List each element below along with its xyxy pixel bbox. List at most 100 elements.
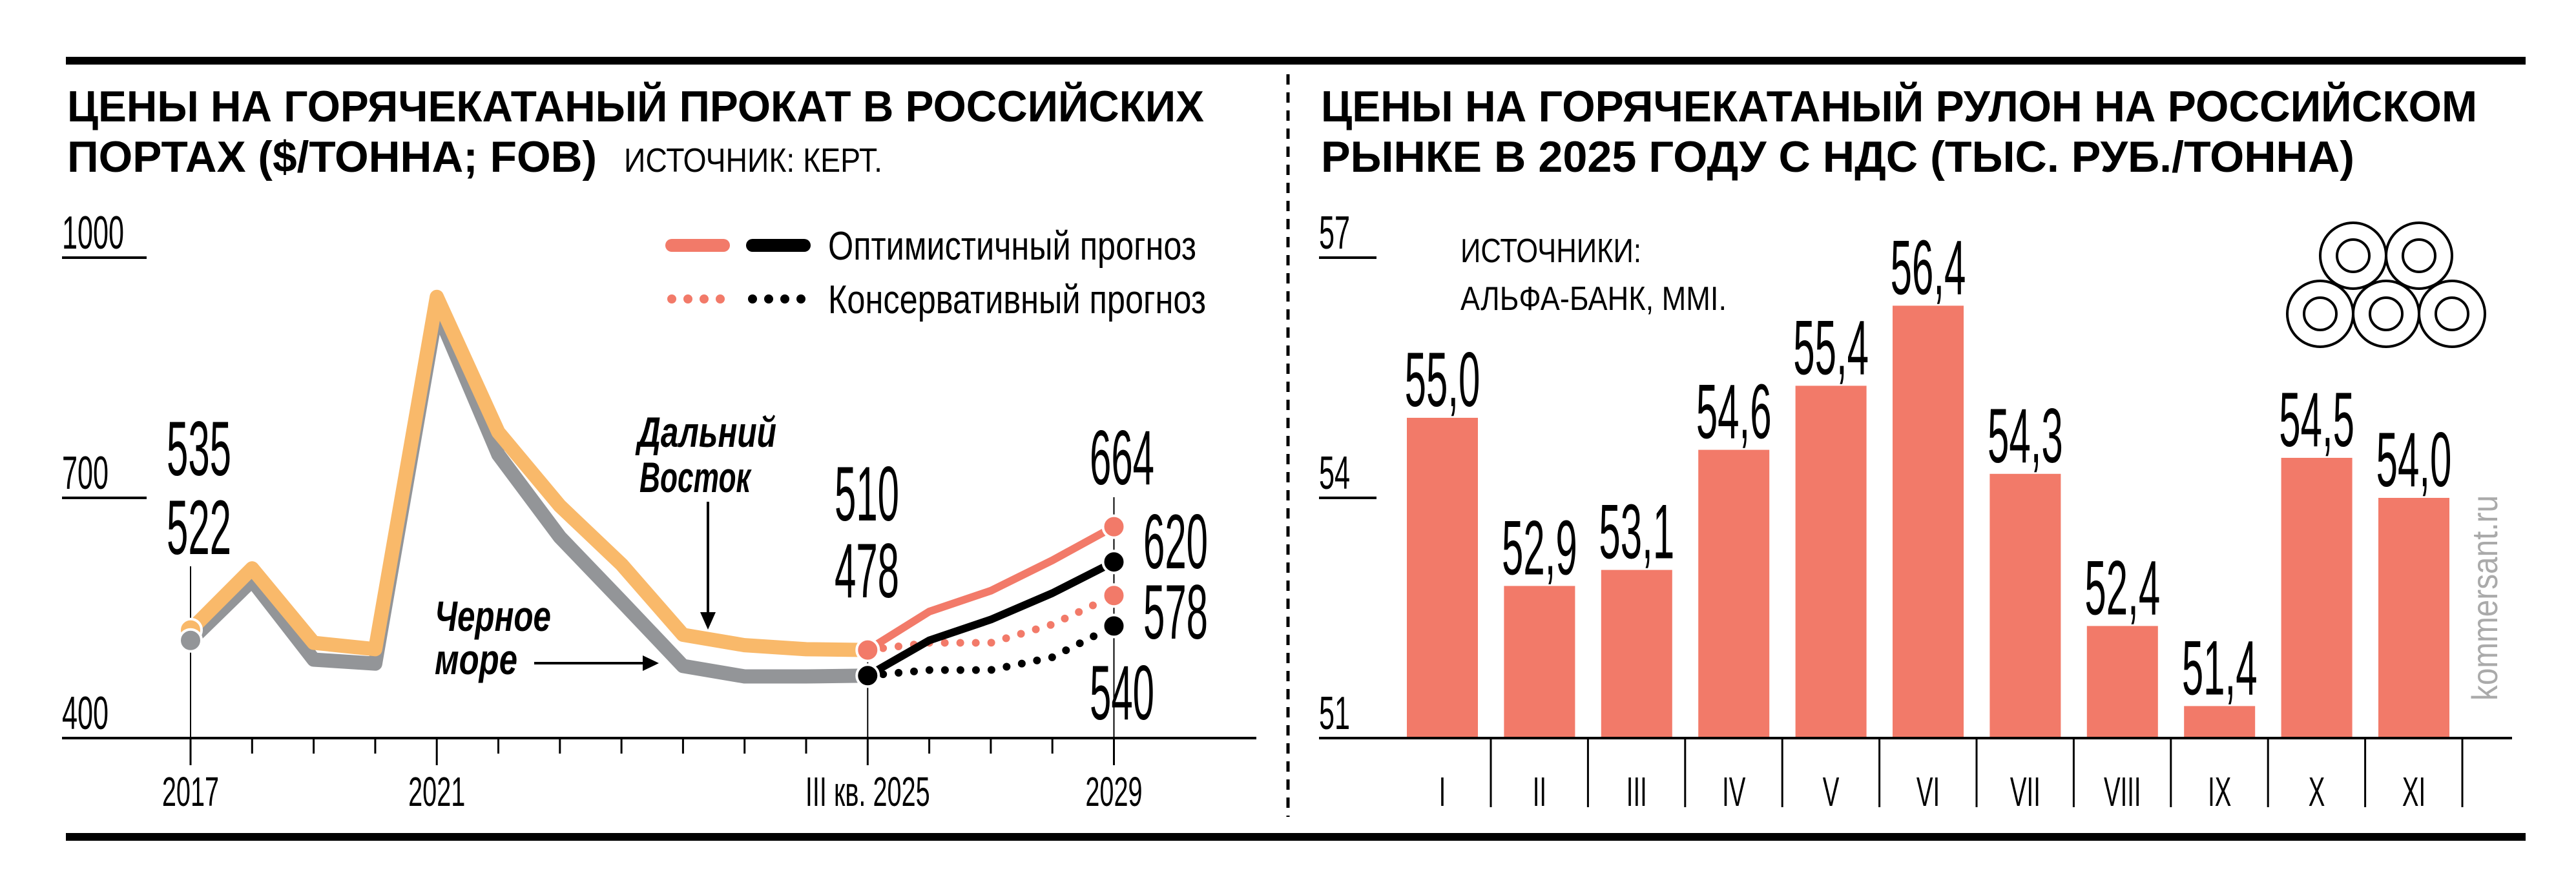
left-title-line1: ЦЕНЫ НА ГОРЯЧЕКАТАНЫЙ ПРОКАТ В РОССИЙСКИ… [67,81,1204,131]
data-label-group: 522 [167,484,231,571]
x-tick-label-group: IV [1722,769,1745,816]
legend-optimistic-label: Оптимистичный прогноз [828,224,1196,269]
x-tick-label-group: VIII [2104,769,2141,816]
bar [1795,386,1867,738]
data-label-group: 578 [1143,569,1208,655]
x-tick-label: 2017 [162,770,219,816]
y-tick-label-group: 51 [1319,687,1350,739]
bar-value-label: 52,4 [2084,545,2160,632]
left-plot: 1000 700 400 2017 2021 III кв. 2025 2029 535522… [62,207,1256,816]
bottom-rule [66,833,2526,841]
series-black-sea-optimistic [864,558,1118,680]
bar-value-label: 56,4 [1891,225,1966,311]
x-tick-label: XI [2402,769,2425,816]
bar [1698,449,1770,738]
legend-conservative-label: Консервативный прогноз [828,278,1206,322]
annotation-black-sea-line2: море [435,635,517,683]
bar [2086,626,2158,738]
data-label: 510 [835,451,899,537]
y-tick-label: 1000 [62,207,124,259]
right-plot: 57 54 51 55,0 I 52,9 II 53,1 III 54,6 IV 55,4 V 56,4 V… [1319,207,2512,816]
annotation-far-east-line1: Дальний [635,408,776,456]
x-tick-label: V [1823,769,1840,816]
bar-value-label-group: 54,5 [2279,376,2354,463]
data-label-group: 535 [167,406,231,492]
bar-value-label-group: 52,4 [2084,545,2160,632]
bar-value-label: 54,0 [2376,417,2452,503]
bar-value-label: 51,4 [2182,625,2258,712]
data-label: 578 [1143,569,1208,655]
x-tick-label-group: IX [2208,769,2231,816]
right-source-line2: АЛЬФА-БАНК, MMI. [1460,280,1727,318]
data-label: 522 [167,484,231,571]
watermark: kommersant.ru [2464,495,2505,701]
series-far-east-conservative [864,592,1118,654]
bar-value-label: 54,3 [1988,393,2063,479]
right-source-line1: ИСТОЧНИКИ: [1460,232,1641,270]
y-tick-label: 57 [1319,207,1350,259]
data-label-group: 478 [835,528,899,614]
data-label: 540 [1090,650,1154,736]
data-label: 620 [1143,499,1208,585]
data-point-marker [1101,514,1127,539]
bar-value-label-group: 54,3 [1988,393,2063,479]
y-tick-label: 51 [1319,687,1350,739]
series-black-sea [183,302,875,684]
annotation-far-east: Дальний Восток Черное море [435,408,776,683]
arrow-down-icon [700,612,716,630]
x-tick-label-group: 2029 [1085,770,1142,816]
bar [2281,458,2353,738]
x-tick-label-group: X [2309,769,2325,816]
bar [2184,706,2256,738]
arrow-right-icon [643,655,659,671]
bar-value-label: 52,9 [1502,505,1577,592]
x-tick-label: II [1533,769,1546,816]
x-tick-label: I [1439,769,1446,816]
left-source: ИСТОЧНИК: КЕРТ. [624,142,882,180]
x-tick-label: III [1626,769,1647,816]
bar-value-label: 55,0 [1405,336,1480,423]
y-tick-label-group: 400 [62,687,109,739]
annotation-black-sea-line1: Черное [435,592,551,640]
y-tick-label: 54 [1319,447,1350,499]
legend: Оптимистичный прогноз Консервативный про… [665,224,1206,322]
bar [1893,305,1964,738]
data-point-marker [1101,613,1127,639]
data-label: 478 [835,528,899,614]
series-far-east [183,289,875,657]
bar [1989,473,2061,738]
top-rule [66,57,2526,65]
x-tick-label-group: I [1439,769,1446,816]
data-point-marker [1101,583,1127,608]
series-far-east-optimistic [864,522,1118,654]
bar [1407,418,1478,738]
data-label-group: 664 [1090,415,1154,501]
bar [1504,586,1575,738]
bar-value-label-group: 51,4 [2182,625,2258,712]
x-tick-label-group: VII [2010,769,2041,816]
x-tick-label: III кв. 2025 [805,770,930,816]
bar-value-label-group: 52,9 [1502,505,1577,592]
x-tick-label: IV [1722,769,1745,816]
x-tick-label-group: XI [2402,769,2425,816]
bar-value-label: 53,1 [1599,489,1674,575]
data-label-group: 620 [1143,499,1208,585]
x-tick-label-group: V [1823,769,1840,816]
steel-coils-icon [2286,221,2486,348]
bar [2378,498,2449,738]
y-tick-label-group: 57 [1319,207,1350,259]
left-chart: ЦЕНЫ НА ГОРЯЧЕКАТАНЫЙ ПРОКАТ В РОССИЙСКИ… [62,81,1256,815]
x-tick-label: X [2309,769,2325,816]
x-tick-label-group: 2017 [162,770,219,816]
bar-value-label: 54,6 [1696,369,1772,455]
y-tick-label-group: 700 [62,447,109,499]
x-tick-label-group: VI [1916,769,1940,816]
x-tick-label: VI [1916,769,1940,816]
bar-value-label-group: 53,1 [1599,489,1674,575]
data-point-marker [1101,550,1127,575]
y-tick-label: 400 [62,687,109,739]
series-black-sea-conservative [864,622,1118,680]
data-label-group: 540 [1090,650,1154,736]
right-chart: ЦЕНЫ НА ГОРЯЧЕКАТАНЫЙ РУЛОН НА РОССИЙСКО… [1319,81,2512,816]
